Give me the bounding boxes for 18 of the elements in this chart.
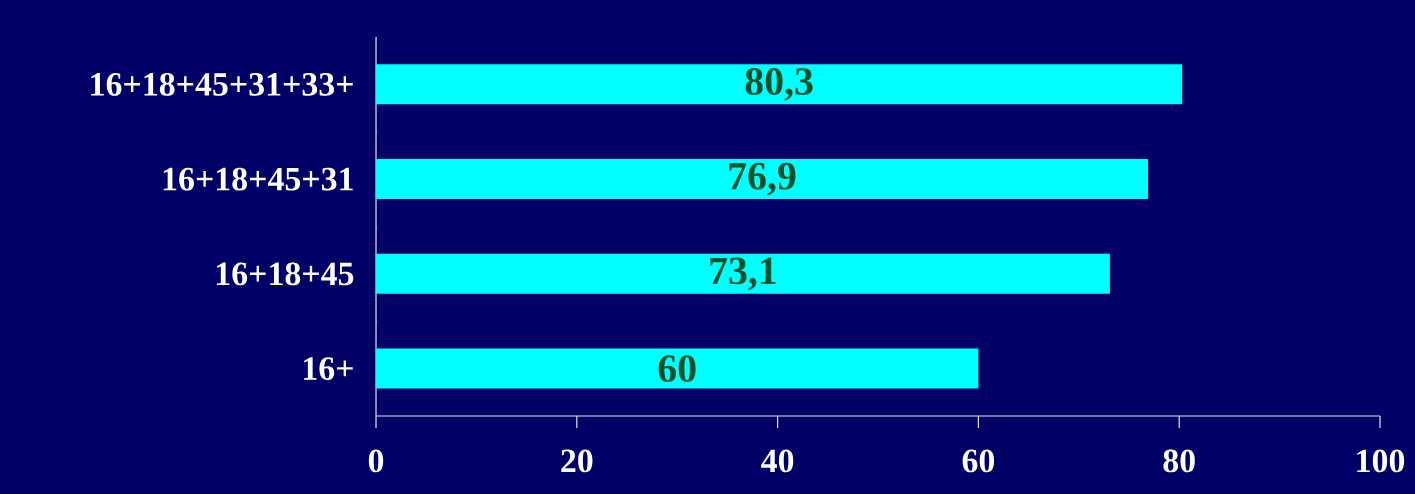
bar xyxy=(376,159,1149,200)
x-tick-label: 60 xyxy=(962,449,995,473)
y-tick-label: 16+18+45+31+33+ xyxy=(91,72,353,96)
y-tick-label: 16+18+45+31 xyxy=(163,167,353,191)
bar xyxy=(376,64,1183,105)
y-tick-label: 16+ xyxy=(304,357,353,380)
data-label: 80,3 xyxy=(745,68,813,101)
data-label: 60 xyxy=(658,355,696,383)
data-label: 76,9 xyxy=(729,162,796,196)
bar xyxy=(376,253,1110,294)
x-tick-label: 80 xyxy=(1163,449,1195,473)
x-tick-label: 20 xyxy=(561,449,593,473)
x-tick-label: 40 xyxy=(761,449,794,473)
x-tick-label: 0 xyxy=(368,449,384,473)
x-tick-label: 100 xyxy=(1357,449,1405,473)
y-tick-label: 16+18+45 xyxy=(216,262,354,286)
bar xyxy=(376,348,979,389)
data-label: 73,1 xyxy=(710,257,776,291)
